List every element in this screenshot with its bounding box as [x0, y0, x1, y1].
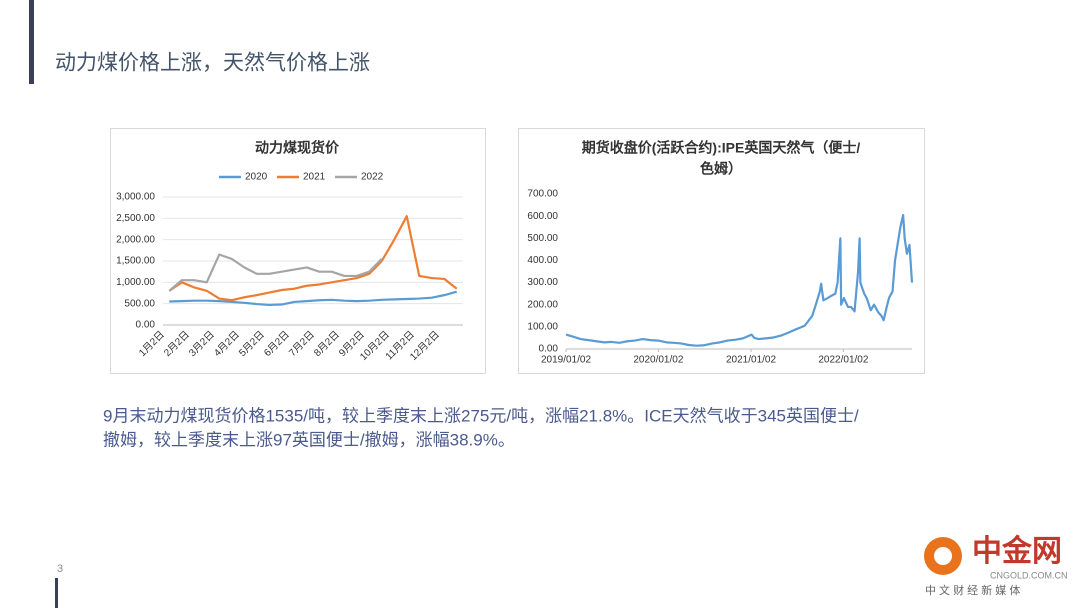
chart-title: 期货收盘价(活跃合约):IPE英国天然气（便士/ [582, 140, 861, 156]
chart-frame [518, 128, 925, 374]
chart-title: 色姆） [700, 161, 742, 177]
y-tick-label: 300.00 [527, 277, 558, 288]
y-tick-label: 0.00 [539, 344, 559, 355]
y-tick-label: 1,500.00 [116, 256, 155, 267]
legend-label: 2021 [303, 172, 326, 183]
slide-title: 动力煤价格上涨，天然气价格上涨 [55, 52, 370, 75]
y-tick-label: 600.00 [527, 211, 558, 222]
chart-title: 动力煤现货价 [255, 140, 340, 156]
y-tick-label: 1,000.00 [116, 277, 155, 288]
logo-slogan: 中 文 财 经 新 媒 体 [925, 583, 1020, 597]
y-tick-label: 500.00 [527, 233, 558, 244]
y-tick-label: 700.00 [527, 189, 558, 200]
legend-label: 2022 [361, 172, 384, 183]
body-text: 撤姆，较上季度末上涨97英国便士/撤姆，涨幅38.9%。 [103, 430, 515, 449]
series-line [168, 215, 458, 302]
body-text: 9月末动力煤现货价格1535/吨，较上季度末上涨275元/吨，涨幅21.8%。I… [103, 406, 859, 425]
y-tick-label: 0.00 [136, 320, 156, 331]
logo-domain: CNGOLD.COM.CN [990, 570, 1068, 580]
accent-bar [29, 0, 34, 84]
chart-frame [110, 128, 486, 374]
y-tick-label: 400.00 [527, 255, 558, 266]
x-tick-label: 2019/01/02 [541, 355, 591, 366]
accent-bar [55, 578, 58, 608]
y-tick-label: 200.00 [527, 299, 558, 310]
logo-name: 中金网 [972, 534, 1062, 568]
y-tick-label: 100.00 [527, 321, 558, 332]
legend-label: 2020 [245, 172, 268, 183]
y-tick-label: 3,000.00 [116, 192, 155, 203]
page-number: 3 [57, 563, 63, 575]
x-tick-label: 2022/01/02 [818, 355, 868, 366]
series-line [169, 290, 458, 307]
y-tick-label: 2,000.00 [116, 234, 155, 245]
series-line [565, 213, 914, 347]
logo-icon [934, 547, 952, 565]
x-tick-label: 2020/01/02 [633, 355, 683, 366]
y-tick-label: 2,500.00 [116, 213, 155, 224]
series-line [168, 253, 383, 292]
x-tick-label: 2021/01/02 [726, 355, 776, 366]
y-tick-label: 500.00 [124, 298, 155, 309]
